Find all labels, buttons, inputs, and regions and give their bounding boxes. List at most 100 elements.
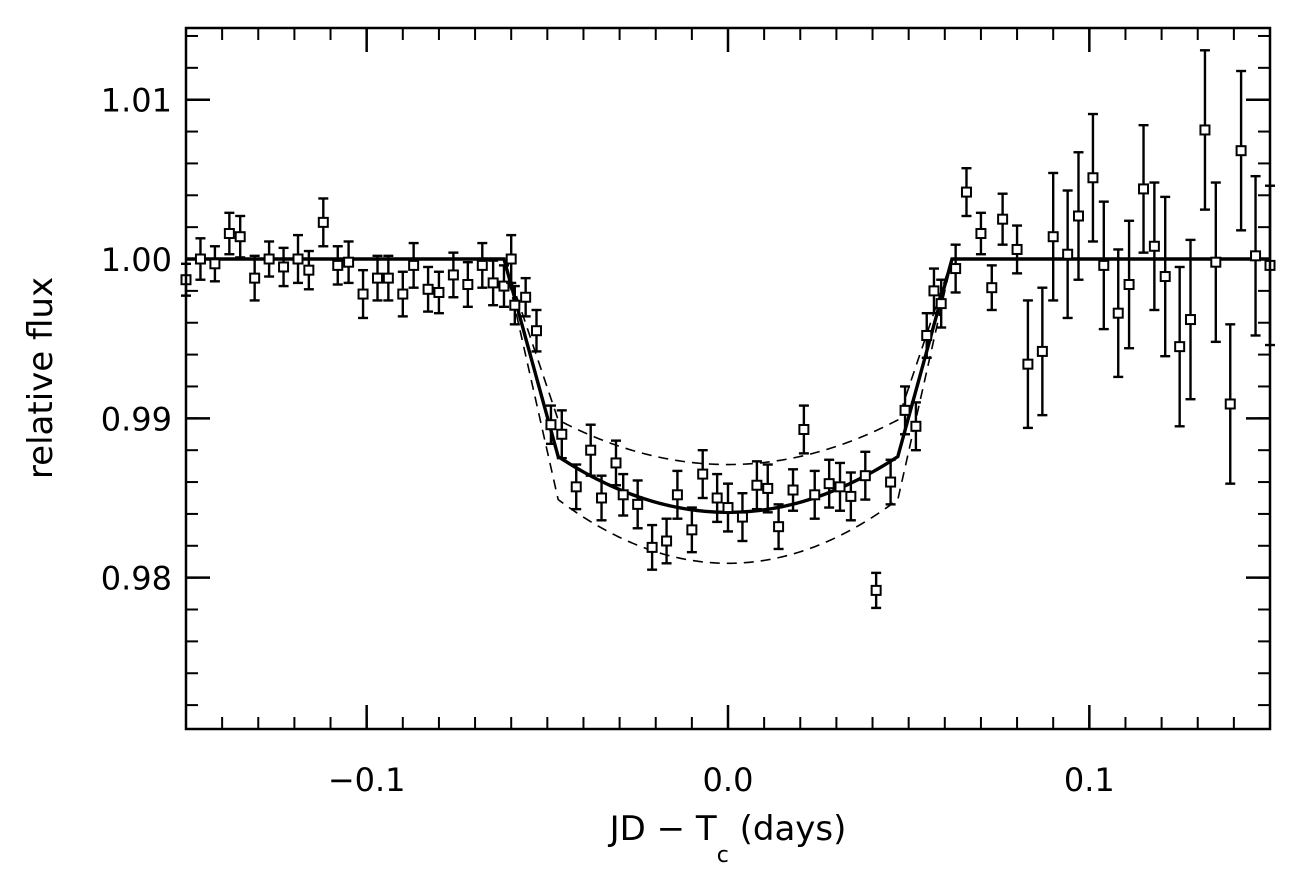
plot-frame [184, 26, 1272, 731]
data-marker [997, 213, 1009, 225]
data-marker [422, 283, 434, 295]
data-marker [809, 489, 821, 501]
data-point [1087, 112, 1099, 243]
data-point [762, 463, 774, 514]
data-marker [292, 253, 304, 265]
data-point [1011, 224, 1023, 275]
data-marker [986, 282, 998, 294]
data-marker [773, 521, 785, 533]
data-point [1235, 69, 1247, 232]
data-point [462, 260, 474, 309]
x-axis-label: JD − Tc (days) [608, 809, 847, 868]
data-point [509, 284, 521, 326]
x-tick-label: 0.1 [1064, 761, 1115, 799]
data-marker [751, 479, 763, 491]
data-points [180, 49, 1276, 610]
data-marker [1250, 250, 1262, 262]
data-marker [1224, 398, 1236, 410]
data-marker [332, 259, 344, 271]
data-marker [530, 325, 542, 337]
data-marker [1138, 183, 1150, 195]
data-marker [1235, 145, 1247, 157]
data-point [697, 448, 709, 500]
data-point [845, 471, 857, 522]
data-point [736, 492, 748, 543]
data-marker [1199, 124, 1211, 136]
data-marker [1174, 341, 1186, 353]
data-marker [462, 279, 474, 291]
x-axis-label-subscript: c [717, 843, 729, 868]
data-point [798, 404, 810, 455]
data-point [617, 472, 629, 517]
data-marker [223, 228, 235, 240]
data-marker [798, 423, 810, 435]
tick-labels: −0.1 0.0 0.1 0.98 0.99 1.00 1.01 [101, 82, 1115, 799]
data-point [1199, 49, 1211, 211]
data-marker [1062, 248, 1074, 260]
data-point [1047, 171, 1059, 302]
data-marker [498, 280, 510, 292]
data-point [1062, 189, 1074, 320]
data-marker [357, 288, 369, 300]
data-marker [899, 404, 911, 416]
data-point [397, 270, 409, 318]
data-point [986, 264, 998, 312]
data-marker [585, 444, 597, 456]
data-marker [520, 291, 532, 303]
data-marker [317, 216, 329, 228]
data-marker [1148, 240, 1160, 252]
data-point [343, 240, 355, 285]
data-marker [921, 329, 933, 341]
data-point [809, 469, 821, 520]
data-point [372, 254, 384, 302]
data-point [1250, 174, 1262, 337]
x-tick-label: 0.0 [703, 761, 754, 799]
data-marker [1047, 231, 1059, 243]
data-point [1022, 299, 1034, 430]
data-marker [1098, 259, 1110, 271]
data-marker [194, 253, 206, 265]
data-marker [845, 490, 857, 502]
data-point [1138, 123, 1150, 254]
data-point [487, 259, 499, 307]
y-tick-label: 1.00 [101, 241, 172, 279]
data-marker [1185, 314, 1197, 326]
data-point [278, 246, 290, 288]
data-point [263, 240, 275, 278]
data-point [646, 523, 658, 571]
data-point [1072, 151, 1084, 281]
data-point [249, 254, 261, 302]
data-marker [859, 470, 871, 482]
data-marker [209, 258, 221, 270]
data-marker [834, 481, 846, 493]
data-marker [382, 272, 394, 284]
data-point [545, 404, 557, 446]
data-point [686, 506, 698, 554]
data-marker [1112, 307, 1124, 319]
data-point [520, 276, 532, 318]
data-marker [447, 269, 459, 281]
data-point [870, 571, 882, 610]
data-point [292, 233, 304, 285]
x-tick-label: −0.1 [328, 761, 406, 799]
data-marker [910, 420, 922, 432]
data-marker [1022, 358, 1034, 370]
data-point [1148, 181, 1160, 312]
data-marker [408, 259, 420, 271]
data-point [194, 237, 206, 281]
data-point [711, 472, 723, 524]
data-marker [545, 419, 557, 431]
model-bound-curve [186, 258, 1270, 466]
data-point [317, 197, 329, 248]
data-marker [234, 231, 246, 243]
data-marker [671, 489, 683, 501]
data-point [671, 469, 683, 520]
data-point [960, 166, 972, 218]
data-marker [928, 285, 940, 297]
y-axis-label: relative flux [21, 277, 61, 479]
data-point [556, 409, 568, 460]
data-point [928, 267, 940, 315]
data-marker [1011, 243, 1023, 255]
data-marker [476, 259, 488, 271]
